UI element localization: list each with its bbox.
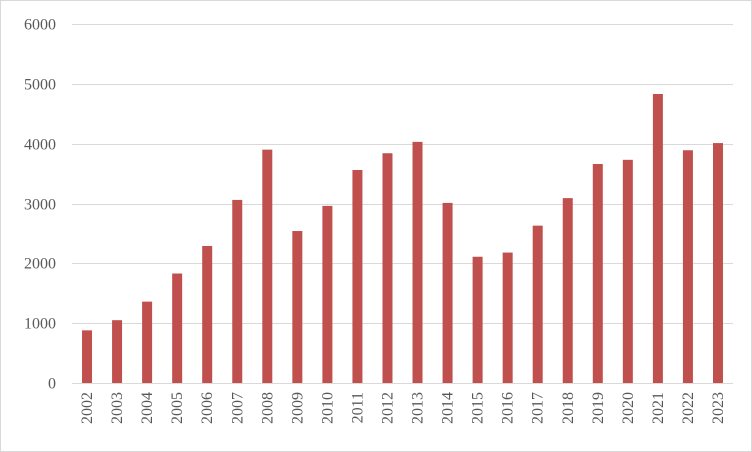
x-tick-label: 2023 <box>710 392 727 424</box>
x-tick-label: 2009 <box>289 392 306 424</box>
y-tick-label: 5000 <box>24 77 56 94</box>
bar-2008 <box>262 149 273 383</box>
bar-2004 <box>142 301 153 383</box>
x-tick-label: 2021 <box>650 392 667 424</box>
x-tick-label: 2006 <box>199 392 216 424</box>
bar-2017 <box>532 225 543 383</box>
bar-2022 <box>682 150 693 383</box>
x-tick-label: 2004 <box>139 392 156 424</box>
bar-2016 <box>502 252 513 383</box>
bar-2005 <box>172 273 183 383</box>
x-tick-label: 2008 <box>259 392 276 424</box>
bars <box>82 94 723 383</box>
x-tick-label: 2007 <box>229 392 246 424</box>
gridlines <box>72 24 733 324</box>
y-tick-label: 6000 <box>24 17 56 34</box>
y-tick-label: 1000 <box>24 316 56 333</box>
bar-2013 <box>412 141 423 383</box>
y-tick-label: 4000 <box>24 137 56 154</box>
bar-2015 <box>472 256 483 383</box>
bar-2019 <box>592 164 603 383</box>
bar-2010 <box>322 205 333 383</box>
x-tick-label: 2017 <box>530 392 547 424</box>
bar-2023 <box>712 143 723 383</box>
bar-2012 <box>382 153 393 383</box>
x-tick-label: 2020 <box>620 392 637 424</box>
x-tick-label: 2019 <box>590 392 607 424</box>
y-tick-label: 0 <box>48 376 56 393</box>
bar-2014 <box>442 202 453 383</box>
x-tick-label: 2016 <box>500 392 517 424</box>
x-tick-label: 2003 <box>109 392 126 424</box>
bar-2003 <box>112 320 123 383</box>
x-axis-tick-labels: 2002 2003 2004 2005 2006 2007 2008 2009 2010 2011… <box>79 392 727 424</box>
x-tick-label: 2012 <box>379 392 396 424</box>
bar-2002 <box>82 330 93 383</box>
x-tick-label: 2002 <box>79 392 96 424</box>
x-tick-label: 2011 <box>349 392 366 423</box>
x-tick-label: 2022 <box>680 392 697 424</box>
y-tick-label: 2000 <box>24 256 56 273</box>
bar-2018 <box>562 198 573 383</box>
y-tick-label: 3000 <box>24 197 56 214</box>
bar-2007 <box>232 199 243 383</box>
bar-2020 <box>622 159 633 383</box>
bar-2006 <box>202 245 213 383</box>
x-tick-label: 2010 <box>319 392 336 424</box>
y-axis-tick-labels: 0 1000 2000 3000 4000 5000 6000 <box>24 17 56 393</box>
x-tick-label: 2014 <box>440 392 457 424</box>
bar-2021 <box>652 94 663 383</box>
x-tick-label: 2005 <box>169 392 186 424</box>
bar-2011 <box>352 169 363 383</box>
x-tick-label: 2013 <box>410 392 427 424</box>
bar-2009 <box>292 231 303 383</box>
x-tick-label: 2015 <box>470 392 487 424</box>
x-tick-label: 2018 <box>560 392 577 424</box>
